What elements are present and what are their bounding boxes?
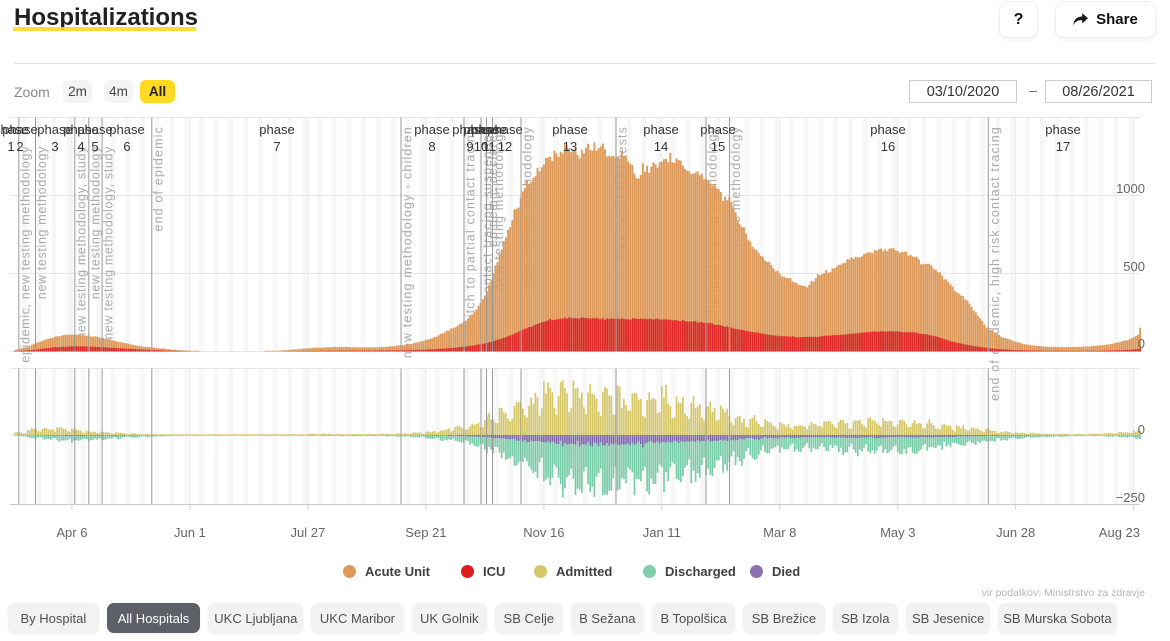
- svg-text:contact tracing suspended: contact tracing suspended: [481, 126, 495, 301]
- svg-text:13: 13: [563, 139, 577, 154]
- svg-text:8: 8: [428, 139, 435, 154]
- svg-text:phase: phase: [643, 122, 678, 137]
- svg-text:17: 17: [1056, 139, 1070, 154]
- svg-text:7: 7: [273, 139, 280, 154]
- svg-text:0: 0: [1138, 336, 1145, 351]
- svg-text:phase: phase: [2, 122, 37, 137]
- svg-text:Sep 21: Sep 21: [405, 525, 446, 540]
- svg-text:phase: phase: [414, 122, 449, 137]
- svg-text:May 3: May 3: [880, 525, 915, 540]
- svg-text:Jun 28: Jun 28: [996, 525, 1035, 540]
- svg-text:2: 2: [16, 139, 23, 154]
- svg-text:Nov 16: Nov 16: [523, 525, 564, 540]
- svg-text:0: 0: [1138, 422, 1145, 437]
- svg-text:phase: phase: [259, 122, 294, 137]
- svg-text:phase: phase: [0, 122, 29, 137]
- svg-text:Jul 27: Jul 27: [291, 525, 326, 540]
- svg-text:phase: phase: [63, 122, 98, 137]
- svg-text:end of epidemic: end of epidemic: [151, 126, 165, 232]
- svg-text:3: 3: [51, 139, 58, 154]
- svg-text:−250: −250: [1116, 490, 1145, 505]
- svg-text:15: 15: [711, 139, 725, 154]
- svg-text:500: 500: [1123, 259, 1145, 274]
- svg-text:phase: phase: [463, 122, 498, 137]
- svg-text:Jun 1: Jun 1: [174, 525, 206, 540]
- svg-text:1: 1: [7, 139, 14, 154]
- svg-text:12: 12: [498, 139, 512, 154]
- svg-text:Apr 6: Apr 6: [56, 525, 87, 540]
- svg-text:6: 6: [123, 139, 130, 154]
- svg-text:phase: phase: [1045, 122, 1080, 137]
- svg-text:phase: phase: [452, 122, 487, 137]
- svg-text:phase: phase: [487, 122, 522, 137]
- svg-text:phase: phase: [870, 122, 905, 137]
- svg-text:10: 10: [474, 139, 488, 154]
- svg-text:1000: 1000: [1116, 181, 1145, 196]
- svg-text:16: 16: [881, 139, 895, 154]
- svg-text:phase: phase: [37, 122, 72, 137]
- svg-text:new testing methodology: new testing methodology: [88, 146, 102, 299]
- svg-text:phase: phase: [700, 122, 735, 137]
- svg-text:new testing methodology - chil: new testing methodology - children: [401, 126, 415, 358]
- svg-text:5: 5: [91, 139, 98, 154]
- svg-text:phase: phase: [552, 122, 587, 137]
- svg-text:Aug 23: Aug 23: [1099, 525, 1140, 540]
- svg-text:Mar 8: Mar 8: [763, 525, 796, 540]
- svg-text:new testing methodology: new testing methodology: [35, 146, 49, 299]
- svg-text:tests methodology: tests methodology: [729, 126, 743, 247]
- svg-text:new testing methodology, study: new testing methodology, study: [74, 146, 88, 340]
- svg-text:phase: phase: [77, 122, 112, 137]
- svg-text:new testing methodology: new testing methodology: [492, 126, 506, 291]
- svg-text:switch to partial contact trac: switch to partial contact tracing: [464, 126, 478, 335]
- svg-text:Jan 11: Jan 11: [643, 525, 681, 540]
- svg-text:11: 11: [482, 139, 496, 154]
- svg-text:phase: phase: [471, 122, 506, 137]
- svg-text:epidemic, new testing methodol: epidemic, new testing methodology: [18, 146, 32, 363]
- svg-text:9: 9: [466, 139, 473, 154]
- svg-text:phase: phase: [109, 122, 144, 137]
- svg-text:4: 4: [77, 139, 84, 154]
- svg-text:new testing methodology, study: new testing methodology, study: [102, 146, 116, 340]
- svg-text:14: 14: [654, 139, 668, 154]
- svg-text:end of epidemic, high risk con: end of epidemic, high risk contact traci…: [988, 126, 1002, 401]
